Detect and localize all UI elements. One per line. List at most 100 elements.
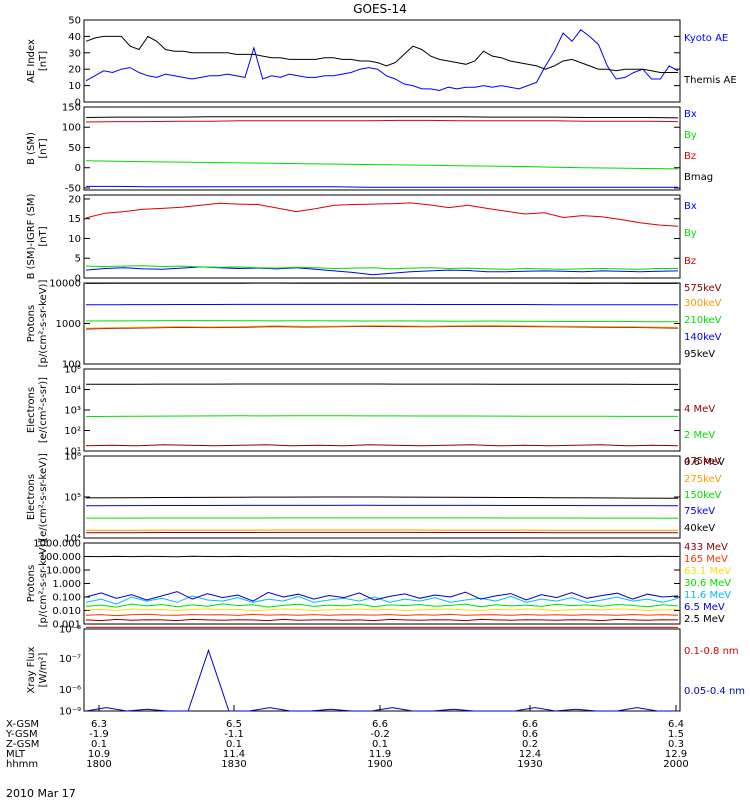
legend-label: 63.1 MeV bbox=[684, 566, 731, 577]
orbit-value: 1900 bbox=[367, 759, 392, 770]
series-line-bmag bbox=[86, 117, 678, 118]
panel-frame bbox=[84, 629, 680, 711]
legend-label: Bx bbox=[684, 201, 697, 212]
legend-label: Bz bbox=[684, 151, 696, 162]
y-tick-label: 10⁻⁷ bbox=[59, 654, 81, 665]
legend-label: 0.1-0.8 nm bbox=[684, 646, 739, 657]
y-axis-label: Protons bbox=[26, 305, 37, 342]
legend-label: 2.5 MeV bbox=[684, 614, 725, 625]
y-axis-label: [nT] bbox=[38, 138, 49, 158]
panel-xray: 10⁻⁹ 10⁻⁸ 10⁻⁷ 10⁻⁶ Xray Flux[W/m²] 0.1-0.8 n… bbox=[26, 625, 745, 718]
y-axis-label: [p/(cm²-s-sr-keV)] bbox=[38, 540, 49, 628]
y-tick-label: -50 bbox=[65, 183, 81, 194]
y-axis-label: [e/(cm²-s-sr)] bbox=[38, 377, 49, 443]
legend-label: 475keV bbox=[684, 456, 722, 467]
series-line-themis-ae bbox=[86, 36, 678, 72]
legend-label: 140keV bbox=[684, 332, 722, 343]
series-line-4-mev bbox=[86, 445, 678, 446]
y-tick-label: 10⁵ bbox=[64, 365, 81, 376]
y-tick-label: 10² bbox=[64, 426, 81, 437]
series-line-210kev bbox=[86, 321, 678, 322]
y-tick-label: 0 bbox=[75, 163, 81, 174]
legend-label: Bz bbox=[684, 256, 696, 267]
legend-label: By bbox=[684, 130, 697, 141]
y-tick-label: 40 bbox=[68, 32, 81, 43]
panel-protons_low: 100100010000Protons[p/(cm²-s-sr-keV)]575… bbox=[26, 279, 722, 371]
y-axis-label: [p/(cm²-s-sr-keV)] bbox=[38, 280, 49, 368]
panel-frame bbox=[84, 369, 680, 451]
y-tick-label: 20 bbox=[68, 65, 81, 76]
series-line-bx bbox=[86, 186, 678, 187]
y-tick-label: 10⁻⁶ bbox=[59, 685, 81, 696]
legend-label: 75keV bbox=[684, 506, 715, 517]
orbit-value: 1800 bbox=[86, 759, 111, 770]
y-axis-label: [e/(cm²-s-sr-keV)] bbox=[38, 453, 49, 541]
plot-title: GOES-14 bbox=[353, 2, 407, 16]
legend-label: 300keV bbox=[684, 298, 722, 309]
y-tick-label: 10³ bbox=[64, 406, 81, 417]
orbit-value: 2000 bbox=[663, 759, 688, 770]
legend-label: 2 MeV bbox=[684, 430, 715, 441]
legend-label: Bx bbox=[684, 109, 697, 120]
legend-label: 6.5 MeV bbox=[684, 602, 725, 613]
panel-electrons_mev: 10¹10²10³10⁴10⁵Electrons[e/(cm²-s-sr)]4 … bbox=[26, 365, 725, 469]
orbit-value: 1930 bbox=[517, 759, 542, 770]
y-tick-label: 50 bbox=[68, 143, 81, 154]
y-tick-label: 30 bbox=[68, 48, 81, 59]
orbit-value: 1830 bbox=[221, 759, 246, 770]
series-line-by bbox=[86, 161, 678, 169]
legend-label: 433 MeV bbox=[684, 542, 728, 553]
legend-label: 210keV bbox=[684, 315, 722, 326]
y-axis-label: Xray Flux bbox=[26, 646, 37, 693]
y-tick-label: 100 bbox=[62, 123, 81, 134]
orbit-row-label: hhmm bbox=[6, 759, 38, 770]
series-line-63-1-mev bbox=[86, 609, 678, 611]
y-tick-label: 0.010 bbox=[52, 606, 81, 617]
legend-label: 11.6 MeV bbox=[684, 590, 731, 601]
series-line-bz bbox=[86, 203, 678, 226]
y-axis-label: [W/m²] bbox=[38, 652, 49, 687]
legend-label: Bmag bbox=[684, 172, 713, 183]
legend-label: 165 MeV bbox=[684, 554, 728, 565]
legend-label: 150keV bbox=[684, 490, 722, 501]
y-tick-label: 10⁴ bbox=[64, 385, 81, 396]
y-tick-label: 15 bbox=[68, 214, 81, 225]
y-axis-label: Electrons bbox=[26, 474, 37, 520]
y-axis-label: B (SM)-IGRF (SM) bbox=[26, 194, 37, 280]
y-tick-label: 1.000 bbox=[52, 579, 81, 590]
series-line-165-mev bbox=[86, 614, 678, 615]
legend-label: Themis AE bbox=[683, 75, 737, 86]
series-line-2-mev bbox=[86, 416, 678, 417]
y-axis-label: AE Index bbox=[26, 39, 37, 83]
series-line-0-05-0-4-nm bbox=[86, 650, 678, 711]
y-tick-label: 5 bbox=[75, 254, 81, 265]
y-tick-label: 10 bbox=[68, 81, 81, 92]
series-line-433-mev bbox=[86, 619, 678, 620]
y-axis-label: B (SM) bbox=[26, 132, 37, 165]
date-label: 2010 Mar 17 bbox=[6, 787, 76, 800]
orbit-table: X-GSMY-GSMZ-GSMMLThhmm6.3-1.90.110.91800… bbox=[5, 705, 689, 770]
y-axis-label: [nT] bbox=[38, 226, 49, 246]
legend-label: 30.6 MeV bbox=[684, 578, 731, 589]
y-tick-label: 10⁻⁸ bbox=[59, 625, 81, 636]
y-tick-label: 150 bbox=[62, 103, 81, 114]
panel-b_sm: -50 0 50 100 150 B (SM)[nT] Bx By Bz Bmag bbox=[26, 103, 713, 195]
y-tick-label: 20 bbox=[68, 194, 81, 205]
series-line-11-6-mev bbox=[86, 596, 678, 604]
y-tick-label: 10⁻⁹ bbox=[59, 707, 81, 718]
y-tick-label: 1000 bbox=[56, 319, 81, 330]
y-axis-label: [nT] bbox=[38, 51, 49, 71]
y-tick-label: 10⁵ bbox=[64, 493, 81, 504]
y-tick-label: 10⁶ bbox=[64, 452, 81, 463]
panel-frame bbox=[84, 283, 680, 364]
y-tick-label: 0.100 bbox=[52, 593, 81, 604]
panel-frame bbox=[84, 20, 680, 102]
y-tick-label: 10.000 bbox=[46, 566, 81, 577]
legend-label: 0.05-0.4 nm bbox=[684, 686, 745, 697]
y-tick-label: 50 bbox=[68, 16, 81, 27]
series-line-bz bbox=[86, 120, 678, 122]
